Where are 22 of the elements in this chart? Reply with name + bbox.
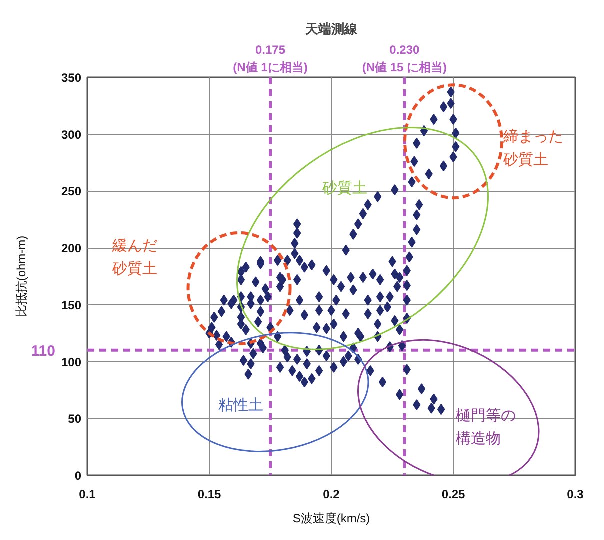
y-tick-label: 100 [61, 355, 82, 370]
x-axis-title: S波速度(km/s) [292, 512, 370, 526]
x-tick-label: 0.2 [323, 488, 340, 502]
y-axis-title: 比抵抗(ohm-m) [14, 236, 28, 318]
y-tick-label: 350 [61, 71, 82, 85]
x-tick-label: 0.15 [198, 488, 222, 502]
ref-line-label: 0.230 (N値 15 に相当) [362, 43, 448, 74]
chart-title: 天端測線 [304, 22, 358, 36]
y-tick-label: 300 [61, 128, 82, 142]
y-tick-label: 250 [61, 184, 82, 199]
x-tick-label: 0.1 [79, 488, 96, 502]
ref-line-label: 110 [31, 342, 56, 360]
x-tick-label: 0.3 [567, 488, 584, 502]
annotation: 緩んだ砂質土 [111, 237, 158, 278]
y-tick-label: 200 [61, 242, 82, 256]
y-tick-label: 0 [74, 469, 82, 483]
x-tick-label: 0.25 [442, 488, 466, 502]
ref-line-label: 0.175 (N値 1に相当) [233, 43, 308, 74]
annotation: 締まった砂質土 [502, 128, 564, 168]
y-tick-label: 150 [61, 298, 82, 312]
annotation: 粘性土 [218, 396, 264, 414]
y-tick-label: 50 [68, 412, 82, 426]
